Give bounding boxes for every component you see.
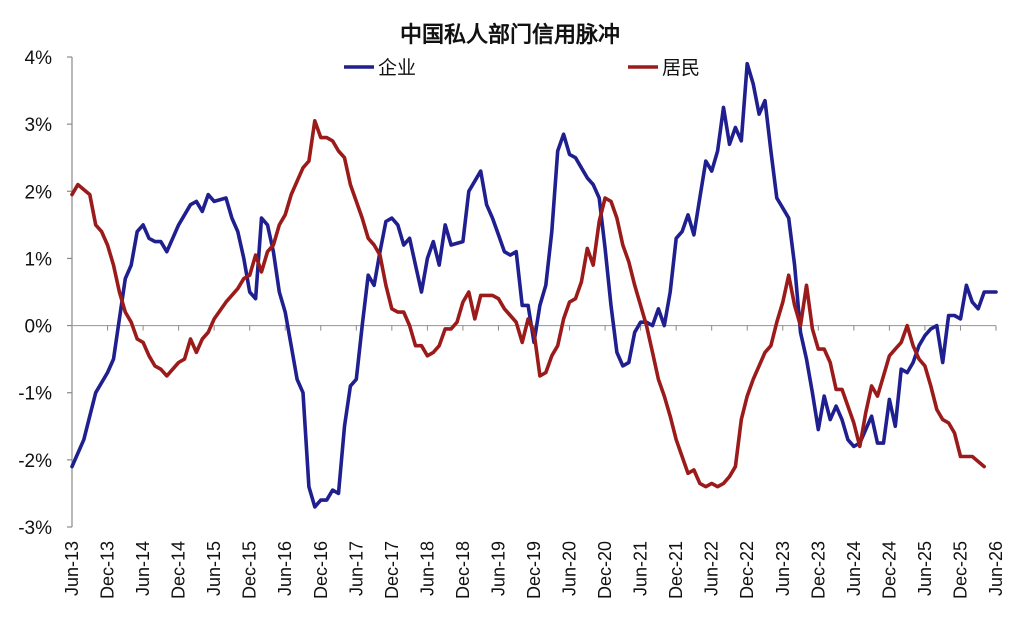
x-tick-label: Jun-19 [488,541,508,596]
series-line-household [70,119,986,489]
x-tick-label: Jun-15 [204,541,224,596]
x-tick-label: Dec-25 [950,541,970,599]
x-tick-label: Dec-24 [879,541,899,599]
x-tick-label: Dec-19 [524,541,544,599]
x-tick-label: Jun-21 [631,541,651,596]
x-tick-label: Jun-22 [702,541,722,596]
y-tick-label: 0% [25,317,53,338]
x-tick-label: Jun-17 [346,541,366,596]
y-tick-label: 1% [25,249,53,270]
y-tick-label: -2% [18,451,52,472]
x-tick-label: Jun-13 [62,541,82,596]
x-tick-label: Dec-16 [311,541,331,599]
y-tick-label: 4% [25,48,53,69]
x-tick-label: Jun-20 [560,541,580,596]
axes: 4% 3% 2% 1% 0% -1% -2% -3% Jun-13 Dec-13 Jun-14 Dec… [18,48,1006,599]
x-tick-label: Jun-25 [915,541,935,596]
y-tick-label: 2% [25,182,53,203]
y-tick-label: -1% [18,384,52,405]
x-tick-label: Jun-24 [844,541,864,596]
x-tick-label: Dec-21 [666,541,686,599]
legend: 企业 居民 [344,57,700,79]
x-tick-label: Jun-23 [773,541,793,596]
legend-label-household: 居民 [662,57,700,79]
x-tick-label: Dec-13 [98,541,118,599]
chart-title: 中国私人部门信用脉冲 [400,22,620,48]
x-tick-label: Dec-23 [808,541,828,599]
x-tick-label: Dec-20 [595,541,615,599]
series-line-enterprise [70,61,998,509]
x-tick-label: Dec-17 [382,541,402,599]
x-tick-label: Jun-16 [275,541,295,596]
x-tick-label: Jun-26 [986,541,1006,596]
series-layer [70,61,998,509]
x-tick-label: Dec-18 [453,541,473,599]
y-tick-label: 3% [25,115,53,136]
x-tick-label: Dec-15 [240,541,260,599]
y-tick-label: -3% [18,518,52,539]
x-tick-label: Dec-22 [737,541,757,599]
x-tick-label: Jun-18 [417,541,437,596]
legend-label-enterprise: 企业 [378,57,416,79]
x-tick-label: Dec-14 [169,541,189,599]
x-tick-label: Jun-14 [133,541,153,596]
